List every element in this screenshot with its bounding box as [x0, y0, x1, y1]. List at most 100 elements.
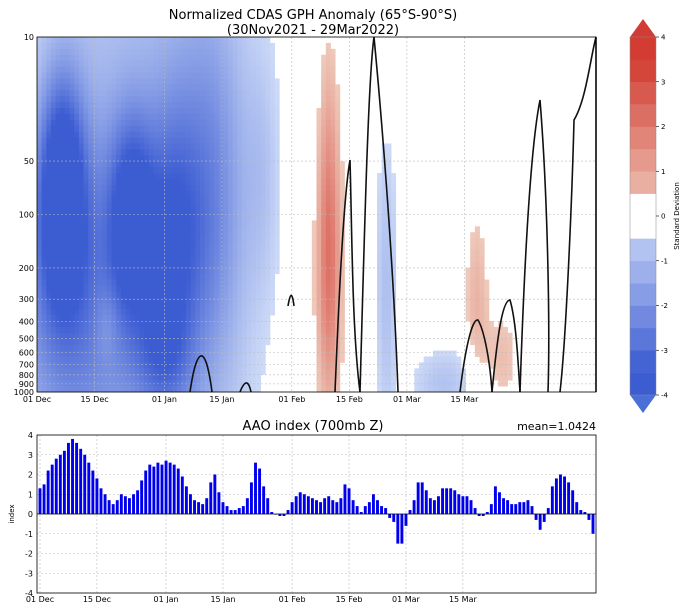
heatmap-cell: [144, 48, 150, 56]
heatmap-cell: [69, 374, 75, 381]
heatmap-cell: [209, 368, 215, 375]
heatmap-cell: [223, 255, 229, 263]
heatmap-cell: [74, 315, 80, 322]
heatmap-cell: [265, 244, 271, 251]
heatmap-cell: [102, 279, 108, 286]
heatmap-cell: [55, 220, 61, 227]
heatmap-cell: [255, 214, 261, 221]
heatmap-cell: [209, 344, 215, 351]
heatmap-cell: [69, 332, 75, 340]
heatmap-cell: [116, 78, 122, 85]
heatmap-cell: [335, 238, 341, 245]
heatmap-cell: [97, 137, 103, 144]
heatmap-cell: [190, 356, 196, 363]
heatmap-cell: [102, 66, 108, 73]
heatmap-cell: [488, 356, 494, 363]
heatmap-cell: [106, 226, 112, 233]
heatmap-cell: [335, 386, 341, 393]
aao-bar: [209, 482, 213, 514]
heatmap-cell: [172, 362, 178, 369]
heatmap-cell: [162, 108, 168, 115]
heatmap-cell: [50, 173, 57, 180]
heatmap-cell: [176, 190, 182, 198]
heatmap-cell: [488, 321, 494, 328]
heatmap-cell: [74, 48, 80, 56]
heatmap-cell: [176, 196, 182, 204]
heatmap-cell: [176, 54, 182, 62]
heatmap-cell: [83, 167, 89, 174]
heatmap-cell: [181, 350, 187, 357]
heatmap-cell: [172, 42, 178, 50]
heatmap-cell: [209, 374, 215, 381]
aao-bar: [91, 470, 95, 514]
heatmap-cell: [37, 137, 43, 144]
heatmap-cell: [251, 374, 257, 381]
heatmap-cell: [251, 143, 257, 150]
heatmap-cell: [218, 167, 224, 174]
aao-bar: [229, 510, 233, 514]
heatmap-cell: [172, 54, 178, 62]
heatmap-cell: [214, 267, 220, 275]
heatmap-cell: [55, 273, 61, 280]
heatmap-cell: [237, 238, 243, 245]
heatmap-cell: [265, 173, 271, 180]
heatmap-cell: [130, 78, 136, 85]
heatmap-cell: [106, 380, 112, 387]
heatmap-cell: [209, 261, 215, 269]
heatmap-cell: [50, 321, 57, 328]
heatmap-cell: [139, 179, 145, 186]
heatmap-cell: [418, 362, 425, 369]
heatmap-cell: [69, 362, 75, 369]
heatmap-cell: [200, 226, 206, 233]
heatmap-cell: [88, 279, 94, 286]
aao-bar: [591, 514, 595, 534]
heatmap-cell: [190, 303, 196, 310]
heatmap-cell: [181, 66, 187, 73]
heatmap-cell: [102, 332, 108, 340]
heatmap-cell: [158, 261, 164, 269]
heatmap-cell: [227, 279, 234, 286]
heatmap-cell: [97, 37, 103, 44]
heatmap-cell: [92, 238, 98, 245]
heatmap-cell: [88, 167, 94, 174]
heatmap-cell: [190, 131, 196, 138]
heatmap-cell: [186, 184, 192, 192]
heatmap-cell: [41, 96, 47, 103]
colorbar-segment: [630, 126, 656, 150]
heatmap-cell: [116, 167, 122, 174]
heatmap-cell: [391, 267, 397, 275]
heatmap-cell: [64, 54, 71, 62]
heatmap-cell: [241, 244, 248, 251]
heatmap-cell: [223, 173, 229, 180]
heatmap-cell: [102, 374, 108, 381]
heatmap-cell: [214, 125, 220, 133]
heatmap-cell: [69, 214, 75, 221]
heatmap-cell: [484, 338, 490, 346]
heatmap-cell: [50, 137, 57, 144]
heatmap-cell: [130, 96, 136, 103]
heatmap-cell: [176, 380, 182, 387]
heatmap-cell: [46, 220, 52, 227]
heatmap-cell: [316, 350, 322, 357]
heatmap-cell: [232, 90, 238, 97]
heatmap-cell: [172, 285, 178, 292]
heatmap-cell: [474, 303, 480, 310]
heatmap-cell: [190, 84, 196, 91]
heatmap-cell: [227, 350, 234, 357]
heatmap-cell: [237, 261, 243, 269]
heatmap-cell: [223, 119, 229, 127]
heatmap-cell: [148, 368, 154, 375]
heatmap-cell: [69, 368, 75, 375]
heatmap-cell: [102, 214, 108, 221]
heatmap-cell: [325, 149, 331, 156]
heatmap-cell: [255, 244, 261, 251]
heatmap-cell: [172, 261, 178, 269]
heatmap-cell: [102, 202, 108, 209]
heatmap-cell: [148, 202, 154, 209]
heatmap-cell: [246, 37, 252, 44]
heatmap-cell: [88, 338, 94, 346]
heatmap-cell: [83, 238, 89, 245]
heatmap-cell: [214, 190, 220, 198]
heatmap-cell: [116, 309, 122, 316]
heatmap-cell: [60, 90, 66, 97]
